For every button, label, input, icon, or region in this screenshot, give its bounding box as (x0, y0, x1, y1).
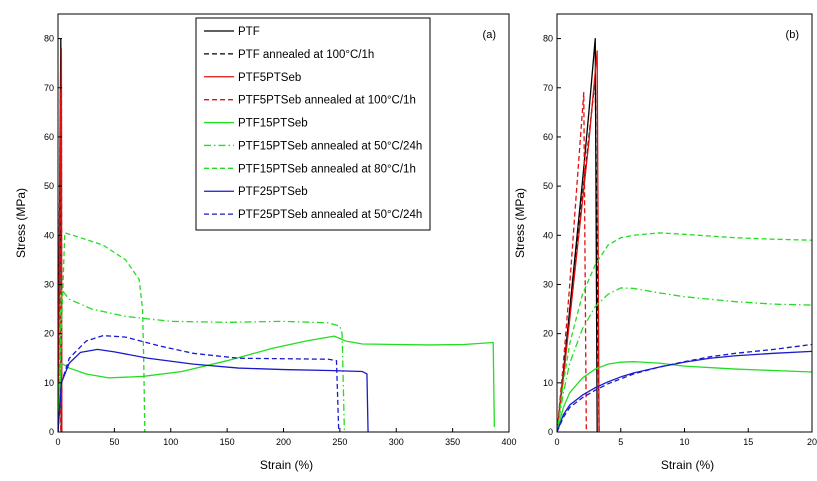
y-tick-label: 80 (543, 34, 553, 44)
series-line-7 (557, 350, 812, 432)
y-tick-label: 50 (543, 181, 553, 191)
series-line-4 (58, 335, 495, 432)
series-line-2 (58, 47, 63, 432)
y-tick-label: 10 (543, 378, 553, 388)
x-tick-label: 10 (679, 437, 689, 447)
y-tick-label: 20 (543, 329, 553, 339)
legend-label: PTF5PTSeb (238, 72, 301, 84)
y-tick-label: 10 (44, 378, 54, 388)
x-tick-label: 15 (743, 437, 753, 447)
y-tick-label: 70 (543, 83, 553, 93)
x-tick-label: 250 (332, 437, 347, 447)
x-tick-label: 100 (163, 437, 178, 447)
y-tick-label: 60 (44, 132, 54, 142)
x-tick-label: 20 (807, 437, 817, 447)
series-line-3 (58, 92, 62, 432)
legend-label: PTF annealed at 100°C/1h (238, 49, 374, 61)
y-tick-label: 60 (543, 132, 553, 142)
panel-b: 0 5 10 15 20 0 10 20 30 40 50 60 70 80 Strain (%) Stres… (513, 13, 817, 472)
series-line-6 (58, 232, 146, 432)
x-tick-label: 5 (618, 437, 623, 447)
y-tick-label: 70 (44, 83, 54, 93)
series-line-5 (58, 288, 346, 432)
x-tick-label: 350 (445, 437, 460, 447)
series-line-6 (557, 232, 812, 432)
x-tick-label: 200 (276, 437, 291, 447)
y-tick-label: 30 (543, 279, 553, 289)
y-tick-label: 80 (44, 34, 54, 44)
legend-label: PTF15PTSeb annealed at 50°C/24h (238, 140, 422, 152)
legend-label: PTF25PTSeb annealed at 50°C/24h (238, 209, 422, 221)
x-tick-label: 0 (55, 437, 60, 447)
legend-box (195, 17, 431, 231)
legend-label: PTF15PTSeb annealed at 80°C/1h (238, 163, 416, 175)
series-line-2 (557, 50, 600, 432)
y-tick-label: 40 (44, 230, 54, 240)
y-tick-label: 20 (44, 329, 54, 339)
series-line-5 (557, 287, 812, 432)
y-tick-label: 40 (543, 230, 553, 240)
series-line-3 (557, 92, 587, 432)
x-tick-label: 400 (501, 437, 516, 447)
x-axis-label: Strain (%) (260, 458, 313, 472)
y-tick-label: 0 (548, 427, 553, 437)
x-tick-label: 150 (220, 437, 235, 447)
y-tick-label: 0 (49, 427, 54, 437)
legend-label: PTF15PTSeb (238, 118, 308, 130)
legend: PTF PTF annealed at 100°C/1h PTF5PTSeb PTF5… (195, 17, 431, 231)
y-axis-label: Stress (MPa) (513, 188, 527, 258)
series-group (557, 37, 812, 432)
x-tick-label: 300 (389, 437, 404, 447)
y-tick-label: 30 (44, 279, 54, 289)
x-tick-label: 0 (554, 437, 559, 447)
series-group (58, 37, 495, 432)
series-line-8 (557, 343, 812, 432)
y-axis-label: Stress (MPa) (14, 188, 28, 258)
y-tick-label: 50 (44, 181, 54, 191)
panel-label: (a) (483, 29, 496, 41)
legend-label: PTF (238, 26, 260, 38)
legend-label: PTF25PTSeb (238, 186, 308, 198)
series-line-4 (557, 361, 812, 432)
x-axis-label: Strain (%) (661, 458, 714, 472)
legend-label: PTF5PTSeb annealed at 100°C/1h (238, 95, 416, 107)
x-tick-label: 50 (109, 437, 119, 447)
series-line-7 (58, 348, 369, 432)
series-line-8 (58, 334, 340, 432)
panel-a: 0 50 100 150 200 250 300 350 400 0 10 20 30 40 50 60 70 8… (14, 13, 517, 472)
panel-label: (b) (786, 29, 799, 41)
